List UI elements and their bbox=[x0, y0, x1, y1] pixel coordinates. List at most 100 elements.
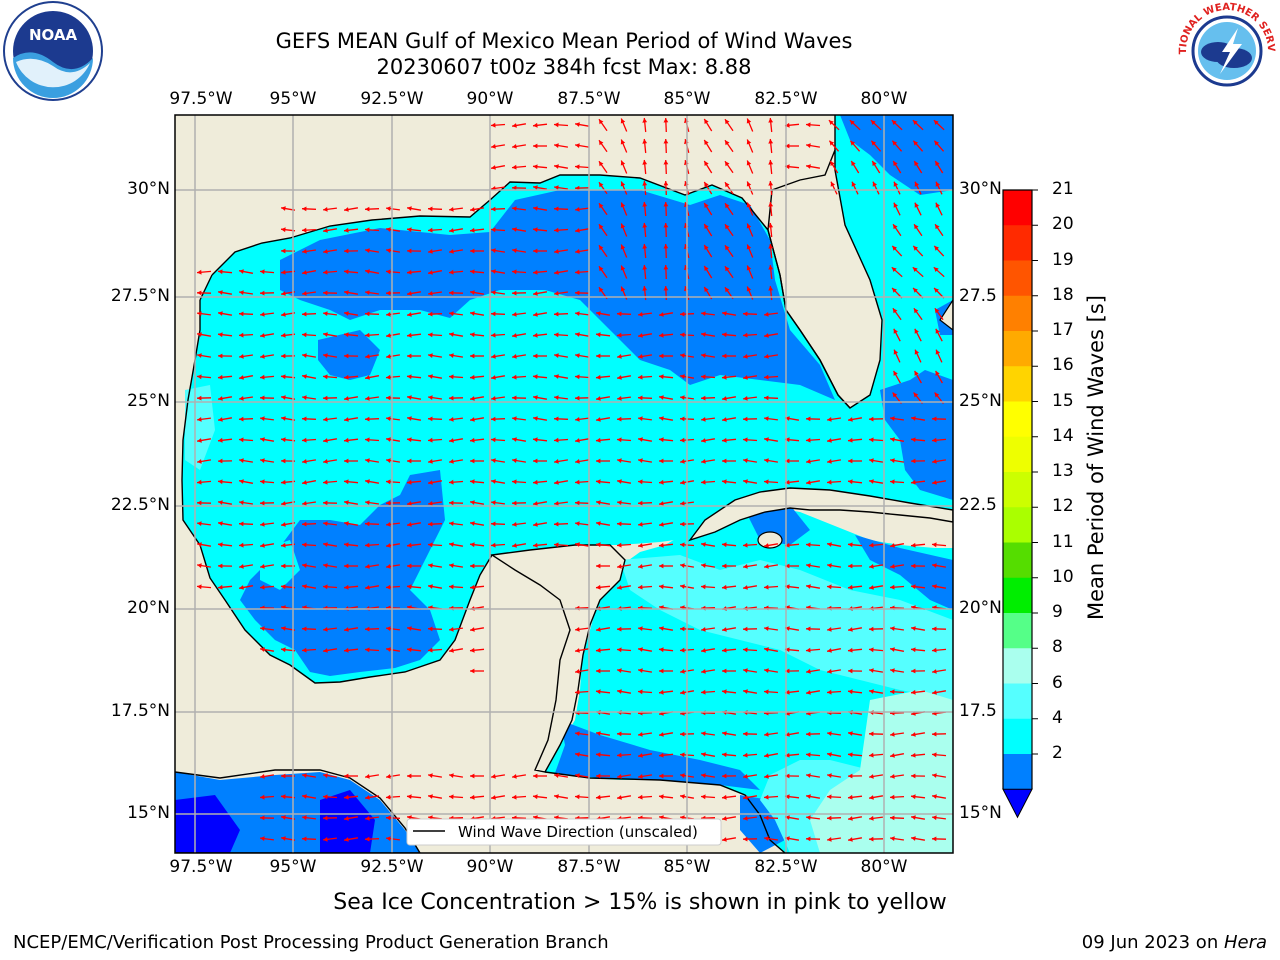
colorbar-tick-label: 6 bbox=[1052, 672, 1063, 693]
wind-wave-arrow-head bbox=[575, 269, 580, 275]
wind-wave-arrow-head bbox=[491, 479, 496, 484]
wind-wave-arrow-head bbox=[491, 354, 496, 359]
wind-wave-arrow-head bbox=[428, 773, 433, 778]
wind-wave-arrow-head bbox=[386, 227, 391, 232]
wind-wave-arrow-head bbox=[197, 374, 202, 380]
wind-wave-arrow-head bbox=[344, 417, 349, 422]
wind-wave-arrow-head bbox=[704, 161, 709, 166]
wind-wave-arrow-head bbox=[659, 416, 664, 421]
wind-wave-arrow-head bbox=[659, 647, 664, 653]
wind-wave-arrow-head bbox=[323, 563, 328, 568]
wind-wave-arrow-head bbox=[428, 459, 433, 464]
map-subtitle: 20230607 t00z 384h fcst Max: 8.88 bbox=[376, 55, 752, 79]
wind-wave-arrow-head bbox=[932, 836, 937, 842]
wind-wave-arrow-head bbox=[596, 458, 601, 464]
wind-wave-arrow-head bbox=[470, 542, 475, 548]
wind-wave-arrow-head bbox=[935, 328, 940, 334]
wind-wave-arrow-head bbox=[722, 563, 727, 569]
wind-wave-arrow-head bbox=[407, 291, 412, 296]
wind-wave-arrow-head bbox=[827, 731, 832, 736]
wind-wave-arrow-head bbox=[386, 437, 391, 442]
wind-wave-arrow-head bbox=[890, 753, 895, 758]
noaa-logo-text: NOAA bbox=[29, 26, 78, 44]
wind-wave-arrow-head bbox=[239, 542, 244, 548]
wind-wave-arrow-head bbox=[620, 160, 626, 166]
wind-wave-arrow-head bbox=[617, 774, 622, 779]
wind-wave-arrow-head bbox=[638, 647, 643, 652]
wind-wave-arrow-head bbox=[281, 794, 286, 800]
wind-wave-arrow-head bbox=[743, 689, 748, 694]
wind-wave-arrow-head bbox=[260, 564, 265, 569]
wind-wave-arrow-head bbox=[428, 542, 433, 548]
wind-wave-arrow-head bbox=[827, 542, 832, 547]
wind-wave-arrow-head bbox=[197, 353, 202, 358]
wind-wave-arrow-head bbox=[827, 563, 832, 568]
wind-wave-arrow-head bbox=[302, 773, 307, 778]
wind-wave-arrow-head bbox=[932, 584, 937, 589]
wind-wave-arrow-head bbox=[913, 245, 918, 251]
wind-wave-arrow-head bbox=[491, 542, 496, 548]
wind-wave-arrow-head bbox=[302, 501, 307, 506]
wind-wave-arrow-head bbox=[722, 417, 727, 422]
wind-wave-arrow-head bbox=[533, 416, 538, 421]
wind-wave-arrow-head bbox=[197, 459, 202, 464]
wind-wave-arrow-head bbox=[701, 752, 706, 757]
wind-wave-arrow-head bbox=[260, 458, 265, 463]
wind-wave-arrow-head bbox=[512, 312, 517, 317]
wind-wave-arrow-head bbox=[768, 244, 774, 249]
wind-wave-arrow-head bbox=[892, 392, 898, 398]
wind-wave-arrow-head bbox=[663, 118, 669, 123]
wind-wave-arrow-head bbox=[575, 228, 580, 233]
wind-wave-arrow-head bbox=[911, 689, 916, 695]
wind-wave-arrow-head bbox=[386, 248, 391, 253]
wind-wave-arrow-head bbox=[911, 794, 916, 800]
lat-label-right: 17.5 bbox=[959, 701, 997, 721]
wind-wave-arrow-head bbox=[512, 333, 517, 338]
wind-wave-arrow-head bbox=[785, 416, 790, 421]
wind-wave-arrow-head bbox=[785, 122, 790, 128]
wind-wave-arrow-head bbox=[785, 164, 790, 170]
wind-wave-arrow-head bbox=[935, 349, 941, 355]
wind-wave-arrow-head bbox=[344, 816, 349, 821]
wind-wave-arrow-head bbox=[659, 794, 664, 800]
wind-wave-arrow-head bbox=[785, 752, 790, 758]
wind-wave-arrow-head bbox=[365, 626, 370, 632]
wind-wave-arrow-head bbox=[239, 375, 244, 380]
wind-wave-arrow-head bbox=[680, 480, 685, 485]
wind-wave-arrow-head bbox=[407, 501, 412, 506]
wind-wave-arrow-head bbox=[491, 227, 496, 233]
wind-wave-arrow-head bbox=[281, 248, 286, 254]
wind-wave-arrow-head bbox=[554, 773, 559, 778]
wind-wave-arrow-head bbox=[642, 244, 648, 249]
wind-wave-arrow-head bbox=[890, 774, 895, 779]
wind-wave-arrow-head bbox=[512, 290, 517, 296]
colorbar-tick-label: 11 bbox=[1052, 531, 1074, 552]
wind-wave-arrow-head bbox=[701, 438, 706, 443]
wind-wave-arrow-head bbox=[239, 290, 244, 295]
wind-wave-arrow-head bbox=[659, 773, 664, 779]
wind-wave-arrow-head bbox=[911, 479, 916, 485]
wind-wave-arrow-head bbox=[722, 731, 727, 736]
wind-wave-arrow-head bbox=[512, 248, 517, 253]
wind-wave-arrow-head bbox=[365, 836, 370, 842]
wind-wave-arrow-head bbox=[890, 732, 895, 737]
wind-wave-arrow-head bbox=[785, 732, 790, 737]
wind-wave-arrow-head bbox=[365, 521, 370, 527]
wind-wave-arrow-head bbox=[785, 458, 790, 464]
wind-wave-arrow-head bbox=[785, 584, 790, 590]
wind-wave-arrow-head bbox=[932, 437, 937, 443]
wind-wave-arrow-head bbox=[197, 438, 202, 443]
wind-wave-arrow-head bbox=[617, 626, 622, 632]
wind-wave-arrow-head bbox=[785, 563, 790, 569]
colorbar-segment bbox=[1003, 436, 1032, 473]
wind-wave-arrow-head bbox=[512, 206, 517, 211]
wind-wave-arrow-head bbox=[386, 290, 391, 296]
wind-wave-arrow-head bbox=[365, 542, 370, 548]
colorbar-segment bbox=[1003, 401, 1032, 438]
wind-wave-arrow-head bbox=[806, 773, 811, 778]
wind-wave-arrow-head bbox=[365, 500, 370, 505]
colorbar-tick-label: 20 bbox=[1052, 214, 1074, 235]
colorbar-tick-label: 8 bbox=[1052, 637, 1063, 658]
wind-wave-arrow-head bbox=[764, 479, 769, 485]
wind-wave-arrow-head bbox=[848, 437, 853, 443]
